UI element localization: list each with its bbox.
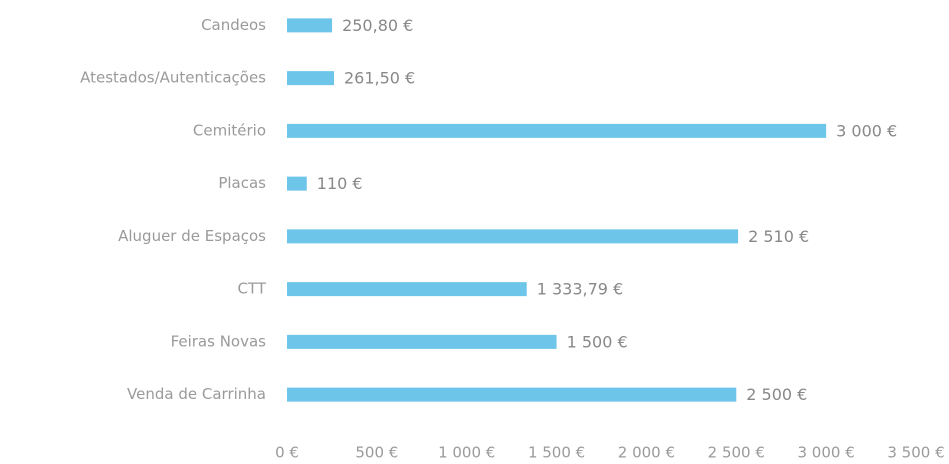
bar xyxy=(287,334,557,349)
value-label: 110 € xyxy=(317,174,363,193)
value-label: 1 333,79 € xyxy=(537,280,624,299)
value-label: 261,50 € xyxy=(344,69,415,88)
y-tick-label: Venda de Carrinha xyxy=(127,385,266,403)
value-label: 3 000 € xyxy=(836,121,897,140)
x-tick-label: 2 500 € xyxy=(708,444,765,462)
y-tick-label: Atestados/Autenticações xyxy=(80,69,266,87)
bar xyxy=(287,229,739,244)
x-tick-label: 1 500 € xyxy=(528,444,585,462)
value-label: 2 510 € xyxy=(748,227,809,246)
bar xyxy=(287,387,737,402)
value-label: 1 500 € xyxy=(567,332,628,351)
x-tick-label: 500 € xyxy=(355,444,398,462)
x-tick-label: 3 500 € xyxy=(887,444,944,462)
x-tick-label: 2 000 € xyxy=(618,444,675,462)
y-tick-label: CTT xyxy=(237,280,266,298)
y-tick-label: Cemitério xyxy=(193,121,266,139)
bar xyxy=(287,71,334,86)
bar xyxy=(287,282,527,297)
y-tick-label: Candeos xyxy=(201,16,266,34)
y-tick-label: Placas xyxy=(218,174,266,192)
x-tick-label: 1 000 € xyxy=(438,444,495,462)
y-tick-label: Feiras Novas xyxy=(171,332,267,350)
bar xyxy=(287,123,827,138)
value-label: 2 500 € xyxy=(746,385,807,404)
bar xyxy=(287,176,307,191)
y-tick-label: Aluguer de Espaços xyxy=(118,227,266,245)
value-label: 250,80 € xyxy=(342,16,413,35)
x-tick-label: 0 € xyxy=(275,444,299,462)
bar xyxy=(287,18,333,33)
x-tick-label: 3 000 € xyxy=(798,444,855,462)
